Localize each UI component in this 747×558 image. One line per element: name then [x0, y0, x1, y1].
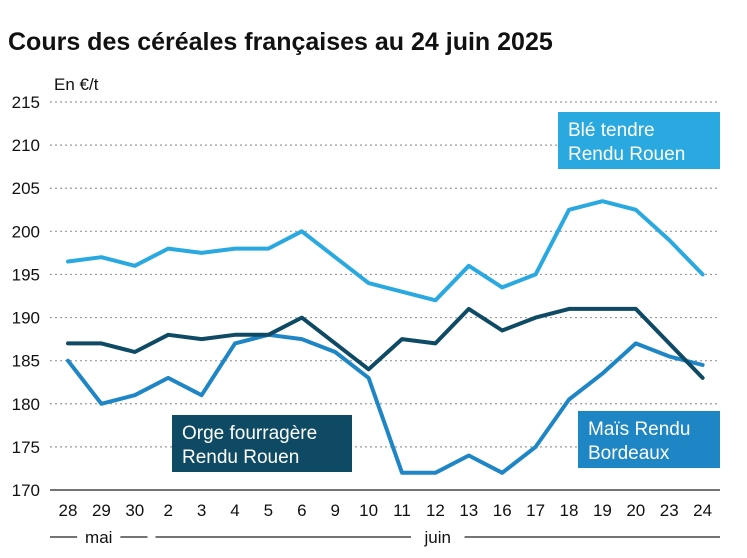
x-tick-label: 10: [359, 501, 378, 520]
series-label-2: Maïs Rendu Bordeaux: [578, 411, 720, 468]
x-tick-label: 12: [426, 501, 445, 520]
series-label-box: [578, 411, 720, 468]
series-label-0: Blé tendre Rendu Rouen: [558, 112, 720, 169]
series-label-text: Rendu Rouen: [568, 144, 685, 165]
x-tick-label: 4: [230, 501, 239, 520]
x-tick-label: 9: [330, 501, 339, 520]
series-label-box: [558, 112, 720, 169]
series-line-2: [66, 332, 705, 475]
x-tick-label: 3: [197, 501, 206, 520]
series-label-text: Orge fourragère: [182, 423, 317, 444]
x-tick-label: 30: [125, 501, 144, 520]
y-tick-label: 195: [12, 265, 40, 284]
series-label-1: Orge fourragère Rendu Rouen: [172, 415, 352, 472]
series-label-box: [172, 415, 352, 472]
x-tick-label: 13: [459, 501, 478, 520]
x-tick-label: 17: [526, 501, 545, 520]
month-labels: mai juin: [50, 528, 720, 547]
x-tick-label: 18: [560, 501, 579, 520]
series-lines: [66, 199, 705, 475]
series-line-1: [66, 306, 705, 380]
x-tick-label: 16: [493, 501, 512, 520]
chart-title: Cours des céréales françaises au 24 juin…: [8, 28, 553, 56]
y-axis-unit-label: En €/t: [54, 75, 99, 94]
y-tick-label: 215: [12, 93, 40, 112]
gridlines: [50, 101, 720, 448]
x-axis-ticks: 28 29 30 2 3 4 5 6 9 10 11 12 13 16 17 18 19 20 23 24: [59, 501, 713, 520]
y-tick-label: 185: [12, 352, 40, 371]
x-tick-label: 2: [163, 501, 172, 520]
x-tick-label: 20: [626, 501, 645, 520]
y-tick-label: 170: [12, 481, 40, 500]
month-label-mai: mai: [85, 528, 112, 547]
series-label-text: Bordeaux: [588, 443, 670, 464]
x-tick-label: 23: [660, 501, 679, 520]
x-tick-label: 5: [264, 501, 273, 520]
y-tick-label: 200: [12, 222, 40, 241]
x-tick-label: 11: [393, 501, 411, 520]
x-tick-label: 24: [693, 501, 712, 520]
y-tick-label: 190: [12, 309, 40, 328]
x-tick-label: 6: [297, 501, 306, 520]
y-tick-label: 210: [12, 136, 40, 155]
x-tick-label: 19: [593, 501, 612, 520]
y-axis-ticks: 170 175 180 185 190 195 200 205 210 215: [12, 93, 40, 500]
y-tick-label: 175: [12, 438, 40, 457]
y-tick-label: 205: [12, 179, 40, 198]
series-labels: Blé tendre Rendu Rouen Orge fourragère Rend…: [172, 112, 720, 472]
series-label-text: Maïs Rendu: [588, 419, 690, 440]
month-label-juin: juin: [424, 528, 451, 547]
series-label-text: Rendu Rouen: [182, 447, 299, 468]
series-line-0: [66, 199, 705, 303]
y-tick-label: 180: [12, 395, 40, 414]
x-tick-label: 28: [59, 501, 78, 520]
series-label-text: Blé tendre: [568, 120, 655, 141]
x-tick-label: 29: [92, 501, 111, 520]
